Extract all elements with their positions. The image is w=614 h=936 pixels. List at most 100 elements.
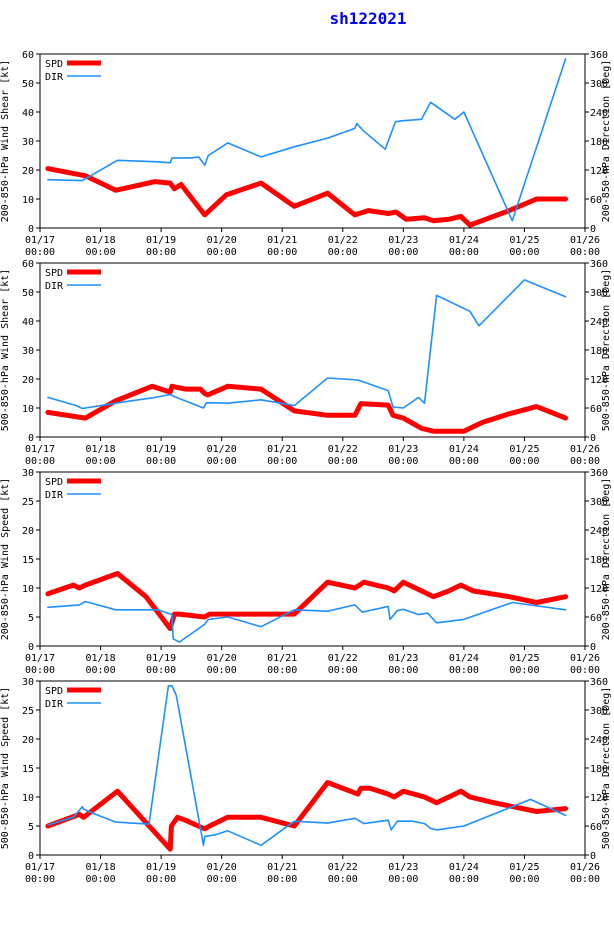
x-tick-label-time: 00:00 <box>570 874 600 885</box>
y-left-tick-label: 0 <box>28 224 34 235</box>
x-tick-label-date: 01/25 <box>509 444 539 455</box>
x-tick-label-time: 00:00 <box>207 874 237 885</box>
dir-series-line <box>47 57 567 222</box>
x-tick-label-time: 00:00 <box>509 874 539 885</box>
y-left-tick-label: 0 <box>28 851 34 862</box>
x-tick-label-date: 01/24 <box>449 444 479 455</box>
y-left-tick-label: 15 <box>22 555 34 566</box>
y-left-tick-label: 5 <box>28 822 34 833</box>
x-tick-label-date: 01/19 <box>146 444 176 455</box>
chart-panel-3: 05101520253006012018024030036001/1700:00… <box>0 468 612 676</box>
x-tick-label-date: 01/24 <box>449 653 479 664</box>
y-right-tick-label: 300 <box>590 706 608 717</box>
x-tick-label-time: 00:00 <box>509 247 539 258</box>
x-tick-label-time: 00:00 <box>267 874 297 885</box>
x-tick-label-time: 00:00 <box>449 874 479 885</box>
y-right-tick-label: 0 <box>590 224 596 235</box>
y-right-tick-label: 300 <box>590 288 608 299</box>
y-left-tick-label: 30 <box>22 137 34 148</box>
y-left-axis-label: 500-850-hPa Wind Shear [kt] <box>0 269 11 432</box>
y-right-axis-label: 200-850-hPa Direction [Deg] <box>601 60 612 223</box>
dir-series-line <box>47 600 567 643</box>
legend-spd-label: SPD <box>45 268 63 279</box>
spd-series-line <box>45 571 569 632</box>
y-left-tick-label: 10 <box>22 195 34 206</box>
legend-spd-label: SPD <box>45 59 63 70</box>
y-right-tick-label: 240 <box>590 526 608 537</box>
y-right-tick-label: 180 <box>590 346 608 357</box>
x-tick-label-time: 00:00 <box>328 665 358 676</box>
x-tick-label-date: 01/20 <box>207 444 237 455</box>
x-tick-label-time: 00:00 <box>328 456 358 467</box>
x-tick-label-date: 01/23 <box>388 235 418 246</box>
x-tick-label-time: 00:00 <box>25 456 55 467</box>
x-tick-label-date: 01/23 <box>388 444 418 455</box>
chart-panel-4: 05101520253006012018024030036001/1700:00… <box>0 677 612 885</box>
legend-dir-label: DIR <box>45 72 64 83</box>
x-tick-label-time: 00:00 <box>328 247 358 258</box>
y-left-axis-label: 500-850-hPa Wind Speed [kt] <box>0 687 11 850</box>
y-right-tick-label: 60 <box>590 613 602 624</box>
y-left-tick-label: 30 <box>22 346 34 357</box>
x-tick-label-time: 00:00 <box>25 247 55 258</box>
y-right-tick-label: 60 <box>590 195 602 206</box>
x-tick-label-date: 01/20 <box>207 862 237 873</box>
x-tick-label-time: 00:00 <box>146 874 176 885</box>
dir-series-line <box>47 684 567 847</box>
x-tick-label-time: 00:00 <box>146 247 176 258</box>
x-tick-label-time: 00:00 <box>267 247 297 258</box>
legend-dir-label: DIR <box>45 281 64 292</box>
y-left-tick-label: 10 <box>22 584 34 595</box>
y-right-tick-label: 0 <box>590 433 596 444</box>
legend-spd-label: SPD <box>45 686 63 697</box>
y-left-tick-label: 40 <box>22 317 34 328</box>
spd-series-line <box>45 166 569 228</box>
y-left-tick-label: 10 <box>22 793 34 804</box>
y-left-tick-label: 20 <box>22 526 34 537</box>
x-tick-label-time: 00:00 <box>267 456 297 467</box>
x-tick-label-date: 01/21 <box>267 653 297 664</box>
x-tick-label-date: 01/26 <box>570 862 600 873</box>
legend-spd-label: SPD <box>45 477 63 488</box>
y-right-tick-label: 180 <box>590 137 608 148</box>
x-tick-label-time: 00:00 <box>267 665 297 676</box>
y-right-tick-label: 360 <box>590 677 608 688</box>
y-left-tick-label: 20 <box>22 166 34 177</box>
x-tick-label-date: 01/17 <box>25 653 55 664</box>
y-right-tick-label: 180 <box>590 555 608 566</box>
y-right-tick-label: 120 <box>590 166 608 177</box>
x-tick-label-date: 01/24 <box>449 235 479 246</box>
x-tick-label-date: 01/19 <box>146 653 176 664</box>
x-tick-label-date: 01/18 <box>86 444 116 455</box>
x-tick-label-time: 00:00 <box>146 665 176 676</box>
y-right-tick-label: 120 <box>590 584 608 595</box>
y-right-tick-label: 60 <box>590 404 602 415</box>
y-left-tick-label: 5 <box>28 613 34 624</box>
y-left-tick-label: 25 <box>22 706 34 717</box>
x-tick-label-time: 00:00 <box>25 665 55 676</box>
legend-dir-label: DIR <box>45 699 64 710</box>
dir-series-line <box>47 279 567 410</box>
x-tick-label-date: 01/22 <box>328 444 358 455</box>
x-tick-label-time: 00:00 <box>449 247 479 258</box>
y-right-tick-label: 240 <box>590 317 608 328</box>
y-right-tick-label: 360 <box>590 259 608 270</box>
spd-series-line <box>45 780 569 852</box>
x-tick-label-time: 00:00 <box>207 247 237 258</box>
y-left-tick-label: 60 <box>22 259 34 270</box>
x-tick-label-date: 01/25 <box>509 653 539 664</box>
plot-frame <box>39 680 586 856</box>
x-tick-label-time: 00:00 <box>570 247 600 258</box>
x-tick-label-date: 01/18 <box>86 235 116 246</box>
x-tick-label-time: 00:00 <box>570 665 600 676</box>
y-right-tick-label: 120 <box>590 375 608 386</box>
x-tick-label-date: 01/21 <box>267 862 297 873</box>
x-tick-label-date: 01/17 <box>25 862 55 873</box>
x-tick-label-time: 00:00 <box>86 665 116 676</box>
x-tick-label-date: 01/26 <box>570 444 600 455</box>
x-tick-label-time: 00:00 <box>388 456 418 467</box>
y-right-tick-label: 360 <box>590 50 608 61</box>
y-left-tick-label: 0 <box>28 433 34 444</box>
x-tick-label-date: 01/25 <box>509 862 539 873</box>
chart-panel-2: 010203040506006012018024030036001/1700:0… <box>0 259 612 467</box>
